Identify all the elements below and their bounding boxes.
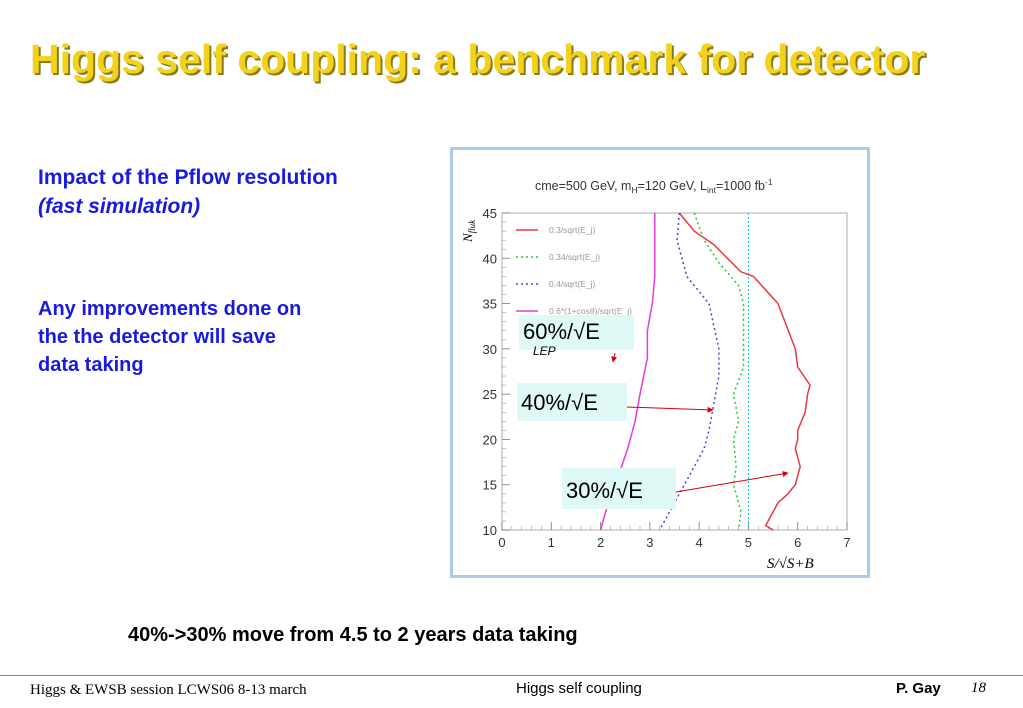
- chart-title-sub: int: [707, 185, 717, 195]
- note-line-1: Any improvements done on: [38, 298, 302, 320]
- y-tick-label: 35: [483, 297, 497, 312]
- footer-divider: [0, 675, 1023, 676]
- series-line: [659, 212, 720, 531]
- footer-author: P. Gay: [896, 680, 941, 697]
- annotation-box: [517, 383, 627, 421]
- y-tick-label: 45: [483, 206, 497, 221]
- legend-label: 0.34/sqrt(E_j): [549, 252, 600, 262]
- y-label-sub: fluk: [467, 219, 477, 234]
- annotation-label: 30%/√E: [566, 478, 643, 503]
- x-tick-label: 5: [745, 535, 752, 550]
- plot-frame: cme=500 GeV, mH=120 GeV, Lint=1000 fb-1 …: [450, 147, 870, 578]
- annotation-arrow: [675, 470, 789, 493]
- series-line: [693, 212, 745, 531]
- chart-title-sup: -1: [765, 177, 773, 187]
- svg-text:Nfluk: Nfluk: [460, 219, 477, 243]
- y-tick-label: 10: [483, 523, 497, 538]
- annotation-box: [562, 468, 676, 509]
- y-tick-label: 25: [483, 387, 497, 402]
- annotation-label: 40%/√E: [521, 390, 598, 415]
- chart-title-part: =120 GeV, L: [638, 179, 707, 193]
- note-line-2: the the detector will save: [38, 326, 276, 348]
- subtitle-block: Impact of the Pflow resolution (fast sim…: [38, 163, 338, 221]
- page-number: 18: [971, 680, 986, 696]
- legend-label: 0.6*(1+cosθ)/sqrt(E_j): [549, 306, 632, 316]
- y-tick-label: 15: [483, 478, 497, 493]
- legend-label: 0.4/sqrt(E_j): [549, 279, 595, 289]
- y-tick-label: 20: [483, 432, 497, 447]
- subtitle-italic: (fast simulation): [38, 195, 201, 218]
- note-block: Any improvements done on the the detecto…: [38, 295, 301, 379]
- note-line-3: data taking: [38, 354, 144, 376]
- x-tick-label: 4: [696, 535, 703, 550]
- x-tick-label: 3: [646, 535, 653, 550]
- series-line: [678, 212, 811, 531]
- y-tick-label: 40: [483, 251, 497, 266]
- resolution-chart: cme=500 GeV, mH=120 GeV, Lint=1000 fb-1 …: [460, 177, 851, 574]
- x-axis-label: S/√S+B: [765, 548, 845, 574]
- x-label-text: S/√S+B: [767, 556, 814, 572]
- y-tick-label: 30: [483, 342, 497, 357]
- plot-area: [501, 212, 848, 531]
- y-axis-label: Nfluk: [460, 219, 477, 243]
- chart-title-part: cme=500 GeV, m: [535, 179, 631, 193]
- chart-title: cme=500 GeV, mH=120 GeV, Lint=1000 fb-1: [535, 177, 773, 195]
- x-tick-label: 0: [498, 535, 505, 550]
- annotation-box: [519, 315, 634, 350]
- legend-label: 0.3/sqrt(E_j): [549, 225, 595, 235]
- x-tick-label: 7: [843, 535, 850, 550]
- x-tick-label: 2: [597, 535, 604, 550]
- chart-title-part: =1000 fb: [716, 179, 765, 193]
- footer-topic: Higgs self coupling: [516, 680, 642, 697]
- slide-title: Higgs self coupling: a benchmark for det…: [30, 36, 926, 82]
- chart-title-sub: H: [631, 185, 637, 195]
- bottom-note: 40%->30% move from 4.5 to 2 years data t…: [128, 624, 578, 646]
- annotation-label: 60%/√E: [523, 319, 600, 344]
- annotation-sub: LEP: [533, 344, 556, 358]
- footer-session: Higgs & EWSB session LCWS06 8-13 march: [30, 682, 307, 698]
- annotation-arrow: [611, 352, 618, 363]
- subtitle-line: Impact of the Pflow resolution: [38, 166, 338, 189]
- x-tick-label: 1: [548, 535, 555, 550]
- x-tick-label: 6: [794, 535, 801, 550]
- annotation-arrow: [626, 406, 714, 413]
- y-label-main: N: [460, 232, 475, 243]
